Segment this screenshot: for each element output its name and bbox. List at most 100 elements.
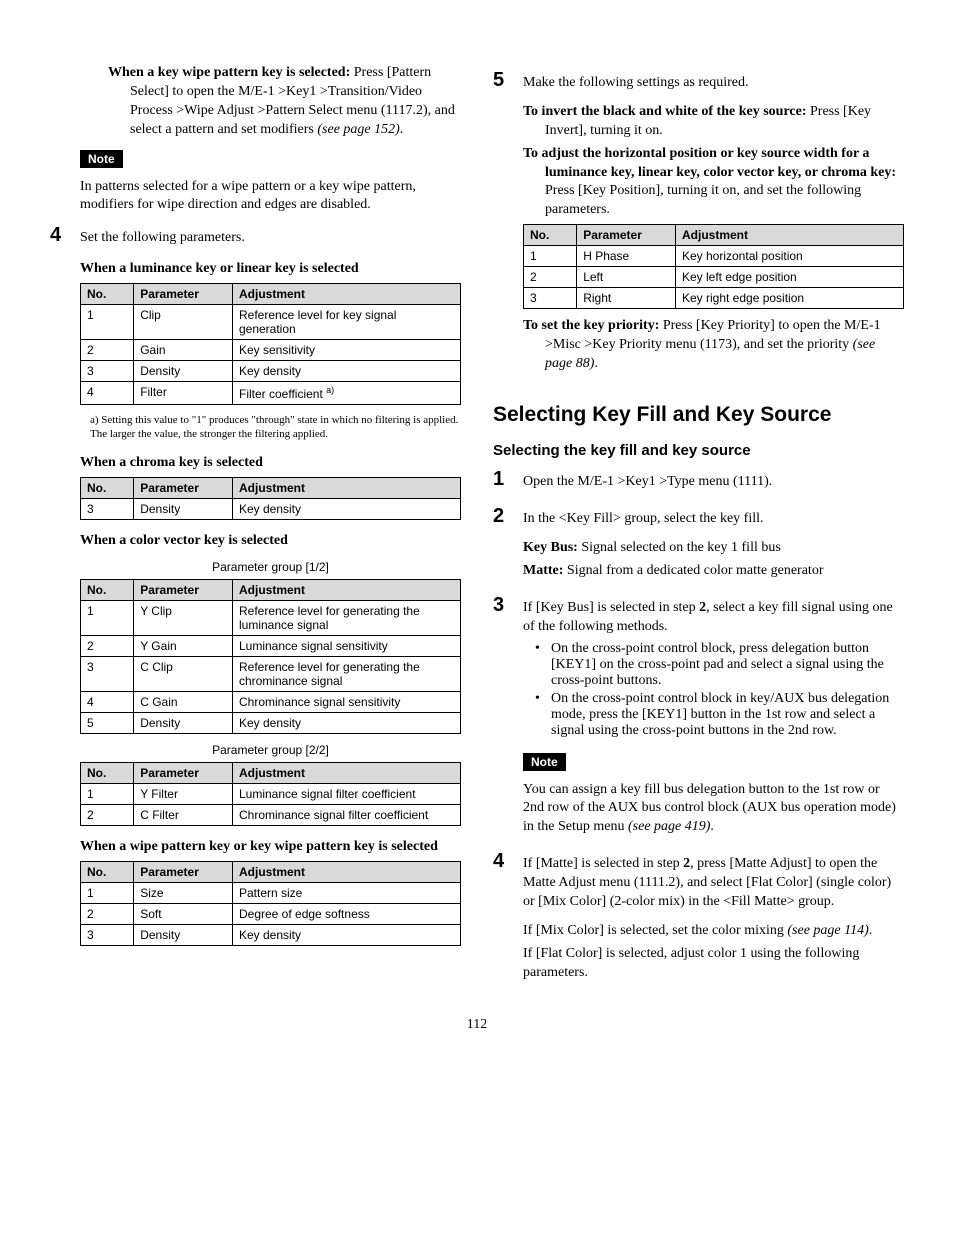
cell: 4 (81, 691, 134, 712)
table-colorvec-2: No. Parameter Adjustment 1Y FilterLumina… (80, 762, 461, 826)
cell: Left (577, 267, 676, 288)
intro-bold: When a key wipe pattern key is selected: (108, 65, 350, 80)
t1-r3-adj: Filter coefficient (239, 387, 326, 401)
cell: Size (134, 882, 233, 903)
cell: Chrominance signal filter coefficient (232, 804, 460, 825)
note-r-italic: (see page 419) (628, 819, 710, 834)
table-chroma: No. Parameter Adjustment 3DensityKey den… (80, 477, 461, 520)
t2-title: When a chroma key is selected (80, 454, 461, 473)
step-4-text: Set the following parameters. (80, 229, 461, 248)
keybus-para: Key Bus: Signal selected on the key 1 fi… (523, 539, 904, 558)
s4-mix-pre: If [Mix Color] is selected, set the colo… (523, 923, 787, 938)
cell: Key left edge position (675, 267, 903, 288)
cell: Key sensitivity (232, 340, 460, 361)
step-5: 5 Make the following settings as require… (493, 70, 904, 378)
step-4r-text: If [Matte] is selected in step 2, press … (523, 855, 904, 912)
pos-text: Press [Key Position], turning it on, and… (545, 183, 861, 217)
t2-h0: No. (81, 477, 134, 498)
cell: C Clip (134, 656, 233, 691)
cell: Key right edge position (675, 288, 903, 309)
cell: Luminance signal sensitivity (232, 635, 460, 656)
s4-mix-italic: (see page 114) (787, 923, 868, 938)
s4-mix: If [Mix Color] is selected, set the colo… (523, 922, 904, 941)
t1-h1: Parameter (134, 284, 233, 305)
m-text: Signal from a dedicated color matte gene… (563, 563, 823, 578)
cell: Density (134, 498, 233, 519)
cell: Key horizontal position (675, 246, 903, 267)
t1-title: When a luminance key or linear key is se… (80, 260, 461, 279)
step-5-number: 5 (493, 70, 513, 378)
cell: 1 (81, 305, 134, 340)
t1-footnote: a) Setting this value to "1" produces "t… (90, 413, 461, 442)
t1-h2: Adjustment (232, 284, 460, 305)
s4-pre: If [Matte] is selected in step (523, 856, 683, 871)
cell: Chrominance signal sensitivity (232, 691, 460, 712)
cell: 2 (81, 903, 134, 924)
table-position: No. Parameter Adjustment 1H PhaseKey hor… (523, 224, 904, 309)
intro-italic: (see page 152) (317, 122, 399, 137)
m-bold: Matte: (523, 563, 563, 578)
note-r-dot: . (710, 819, 714, 834)
cell: Y Clip (134, 600, 233, 635)
cell: C Gain (134, 691, 233, 712)
invert-para: To invert the black and white of the key… (523, 103, 904, 141)
intro-paragraph: When a key wipe pattern key is selected:… (108, 64, 461, 140)
step-1: 1 Open the M/E-1 >Key1 >Type menu (1111)… (493, 469, 904, 496)
cell: Key density (232, 361, 460, 382)
cell: 3 (524, 288, 577, 309)
step-3-number: 3 (493, 595, 513, 841)
step-4-right: 4 If [Matte] is selected in step 2, pres… (493, 851, 904, 986)
bullet-dot: • (535, 641, 543, 689)
b1-text: On the cross-point control block, press … (551, 641, 904, 689)
cell: Density (134, 924, 233, 945)
cell: 3 (81, 361, 134, 382)
cell: Clip (134, 305, 233, 340)
cell: 5 (81, 712, 134, 733)
t3-title: When a color vector key is selected (80, 532, 461, 551)
section-heading: Selecting Key Fill and Key Source (493, 402, 904, 428)
cell: 1 (524, 246, 577, 267)
bullet-2: •On the cross-point control block in key… (535, 691, 904, 739)
matte-para: Matte: Signal from a dedicated color mat… (523, 562, 904, 581)
cell: Density (134, 361, 233, 382)
t3-group2: Parameter group [2/2] (80, 742, 461, 758)
t4-h2: Adjustment (232, 861, 460, 882)
bullet-1: •On the cross-point control block, press… (535, 641, 904, 689)
note-right-text: You can assign a key fill bus delegation… (523, 781, 904, 838)
cell: 1 (81, 783, 134, 804)
cell: Y Gain (134, 635, 233, 656)
position-para: To adjust the horizontal position or key… (523, 145, 904, 221)
b2-text: On the cross-point control block in key/… (551, 691, 904, 739)
s3-pre: If [Key Bus] is selected in step (523, 600, 699, 615)
step-4r-number: 4 (493, 851, 513, 986)
step-2-text: In the <Key Fill> group, select the key … (523, 510, 904, 529)
step-2-number: 2 (493, 506, 513, 585)
cell: 2 (81, 804, 134, 825)
cell: 1 (81, 600, 134, 635)
cell: Luminance signal filter coefficient (232, 783, 460, 804)
t3b-h2: Adjustment (232, 762, 460, 783)
cell: Gain (134, 340, 233, 361)
cell: 3 (81, 656, 134, 691)
t3-group1: Parameter group [1/2] (80, 559, 461, 575)
cell: Key density (232, 924, 460, 945)
step-4: 4 Set the following parameters. When a l… (50, 225, 461, 953)
step-4-number: 4 (50, 225, 70, 953)
kb-text: Signal selected on the key 1 fill bus (578, 540, 781, 555)
t3-h2: Adjustment (232, 579, 460, 600)
cell: 1 (81, 882, 134, 903)
t3b-h1: Parameter (134, 762, 233, 783)
right-column: 5 Make the following settings as require… (493, 60, 904, 987)
table-colorvec-1: No. Parameter Adjustment 1Y ClipReferenc… (80, 579, 461, 734)
table-wipe: No. Parameter Adjustment 1SizePattern si… (80, 861, 461, 946)
cell: 4 (81, 382, 134, 405)
t1-h0: No. (81, 284, 134, 305)
cell: C Filter (134, 804, 233, 825)
t2-h1: Parameter (134, 477, 233, 498)
cell: 2 (81, 635, 134, 656)
step-3-text: If [Key Bus] is selected in step 2, sele… (523, 599, 904, 637)
t1-sup: a) (326, 385, 334, 395)
prio-dot: . (594, 356, 598, 371)
kb-bold: Key Bus: (523, 540, 578, 555)
step-1-text: Open the M/E-1 >Key1 >Type menu (1111). (523, 473, 904, 492)
